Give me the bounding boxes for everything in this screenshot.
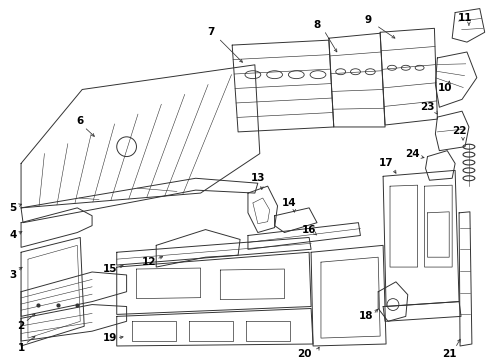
Text: 5: 5 — [9, 203, 17, 213]
Text: 7: 7 — [206, 27, 214, 37]
Text: 17: 17 — [378, 158, 392, 168]
Text: 6: 6 — [77, 116, 84, 126]
Text: 18: 18 — [358, 311, 373, 321]
Text: 10: 10 — [437, 82, 451, 93]
Text: 2: 2 — [18, 321, 24, 331]
Text: 11: 11 — [457, 13, 471, 23]
Text: 12: 12 — [142, 257, 156, 267]
Text: 20: 20 — [296, 349, 311, 359]
Text: 15: 15 — [102, 264, 117, 274]
Text: 3: 3 — [9, 270, 17, 280]
Text: 9: 9 — [364, 15, 371, 26]
Text: 23: 23 — [419, 102, 434, 112]
Text: 13: 13 — [250, 173, 264, 183]
Text: 14: 14 — [282, 198, 296, 208]
Text: 21: 21 — [441, 349, 455, 359]
Text: 8: 8 — [313, 21, 320, 30]
Text: 19: 19 — [102, 333, 117, 343]
Text: 4: 4 — [9, 230, 17, 240]
Text: 16: 16 — [301, 225, 316, 235]
Text: 1: 1 — [18, 343, 24, 353]
Text: 22: 22 — [451, 126, 466, 136]
Text: 24: 24 — [405, 149, 419, 159]
